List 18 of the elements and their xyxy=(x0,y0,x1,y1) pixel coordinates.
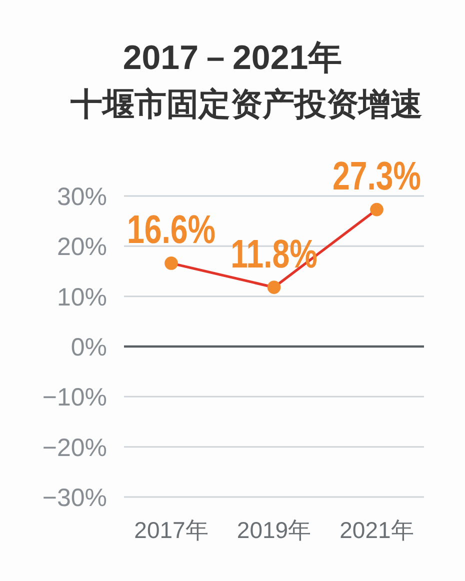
data-label: 16.6% xyxy=(127,208,216,252)
data-label: 27.3% xyxy=(332,154,421,198)
y-tick-label: −30% xyxy=(42,484,107,512)
y-tick-label: 20% xyxy=(56,233,107,262)
chart-subtitle: 十堰市固定资产投资增速 xyxy=(70,86,422,122)
point xyxy=(370,202,384,216)
x-tick-label: 2019年 xyxy=(236,517,312,543)
y-tick-label: −10% xyxy=(42,384,107,412)
chart-title: 2017－2021年 xyxy=(122,39,342,77)
data-label: 11.8% xyxy=(230,232,318,276)
point xyxy=(267,280,281,294)
y-tick-label: −20% xyxy=(42,434,107,462)
y-tick-label: 0% xyxy=(70,334,107,362)
y-tick-label: 10% xyxy=(56,283,107,312)
y-tick-label: 30% xyxy=(56,183,107,211)
x-tick-label: 2017年 xyxy=(134,517,208,543)
x-tick-label: 2021年 xyxy=(340,517,414,543)
point xyxy=(164,256,178,270)
